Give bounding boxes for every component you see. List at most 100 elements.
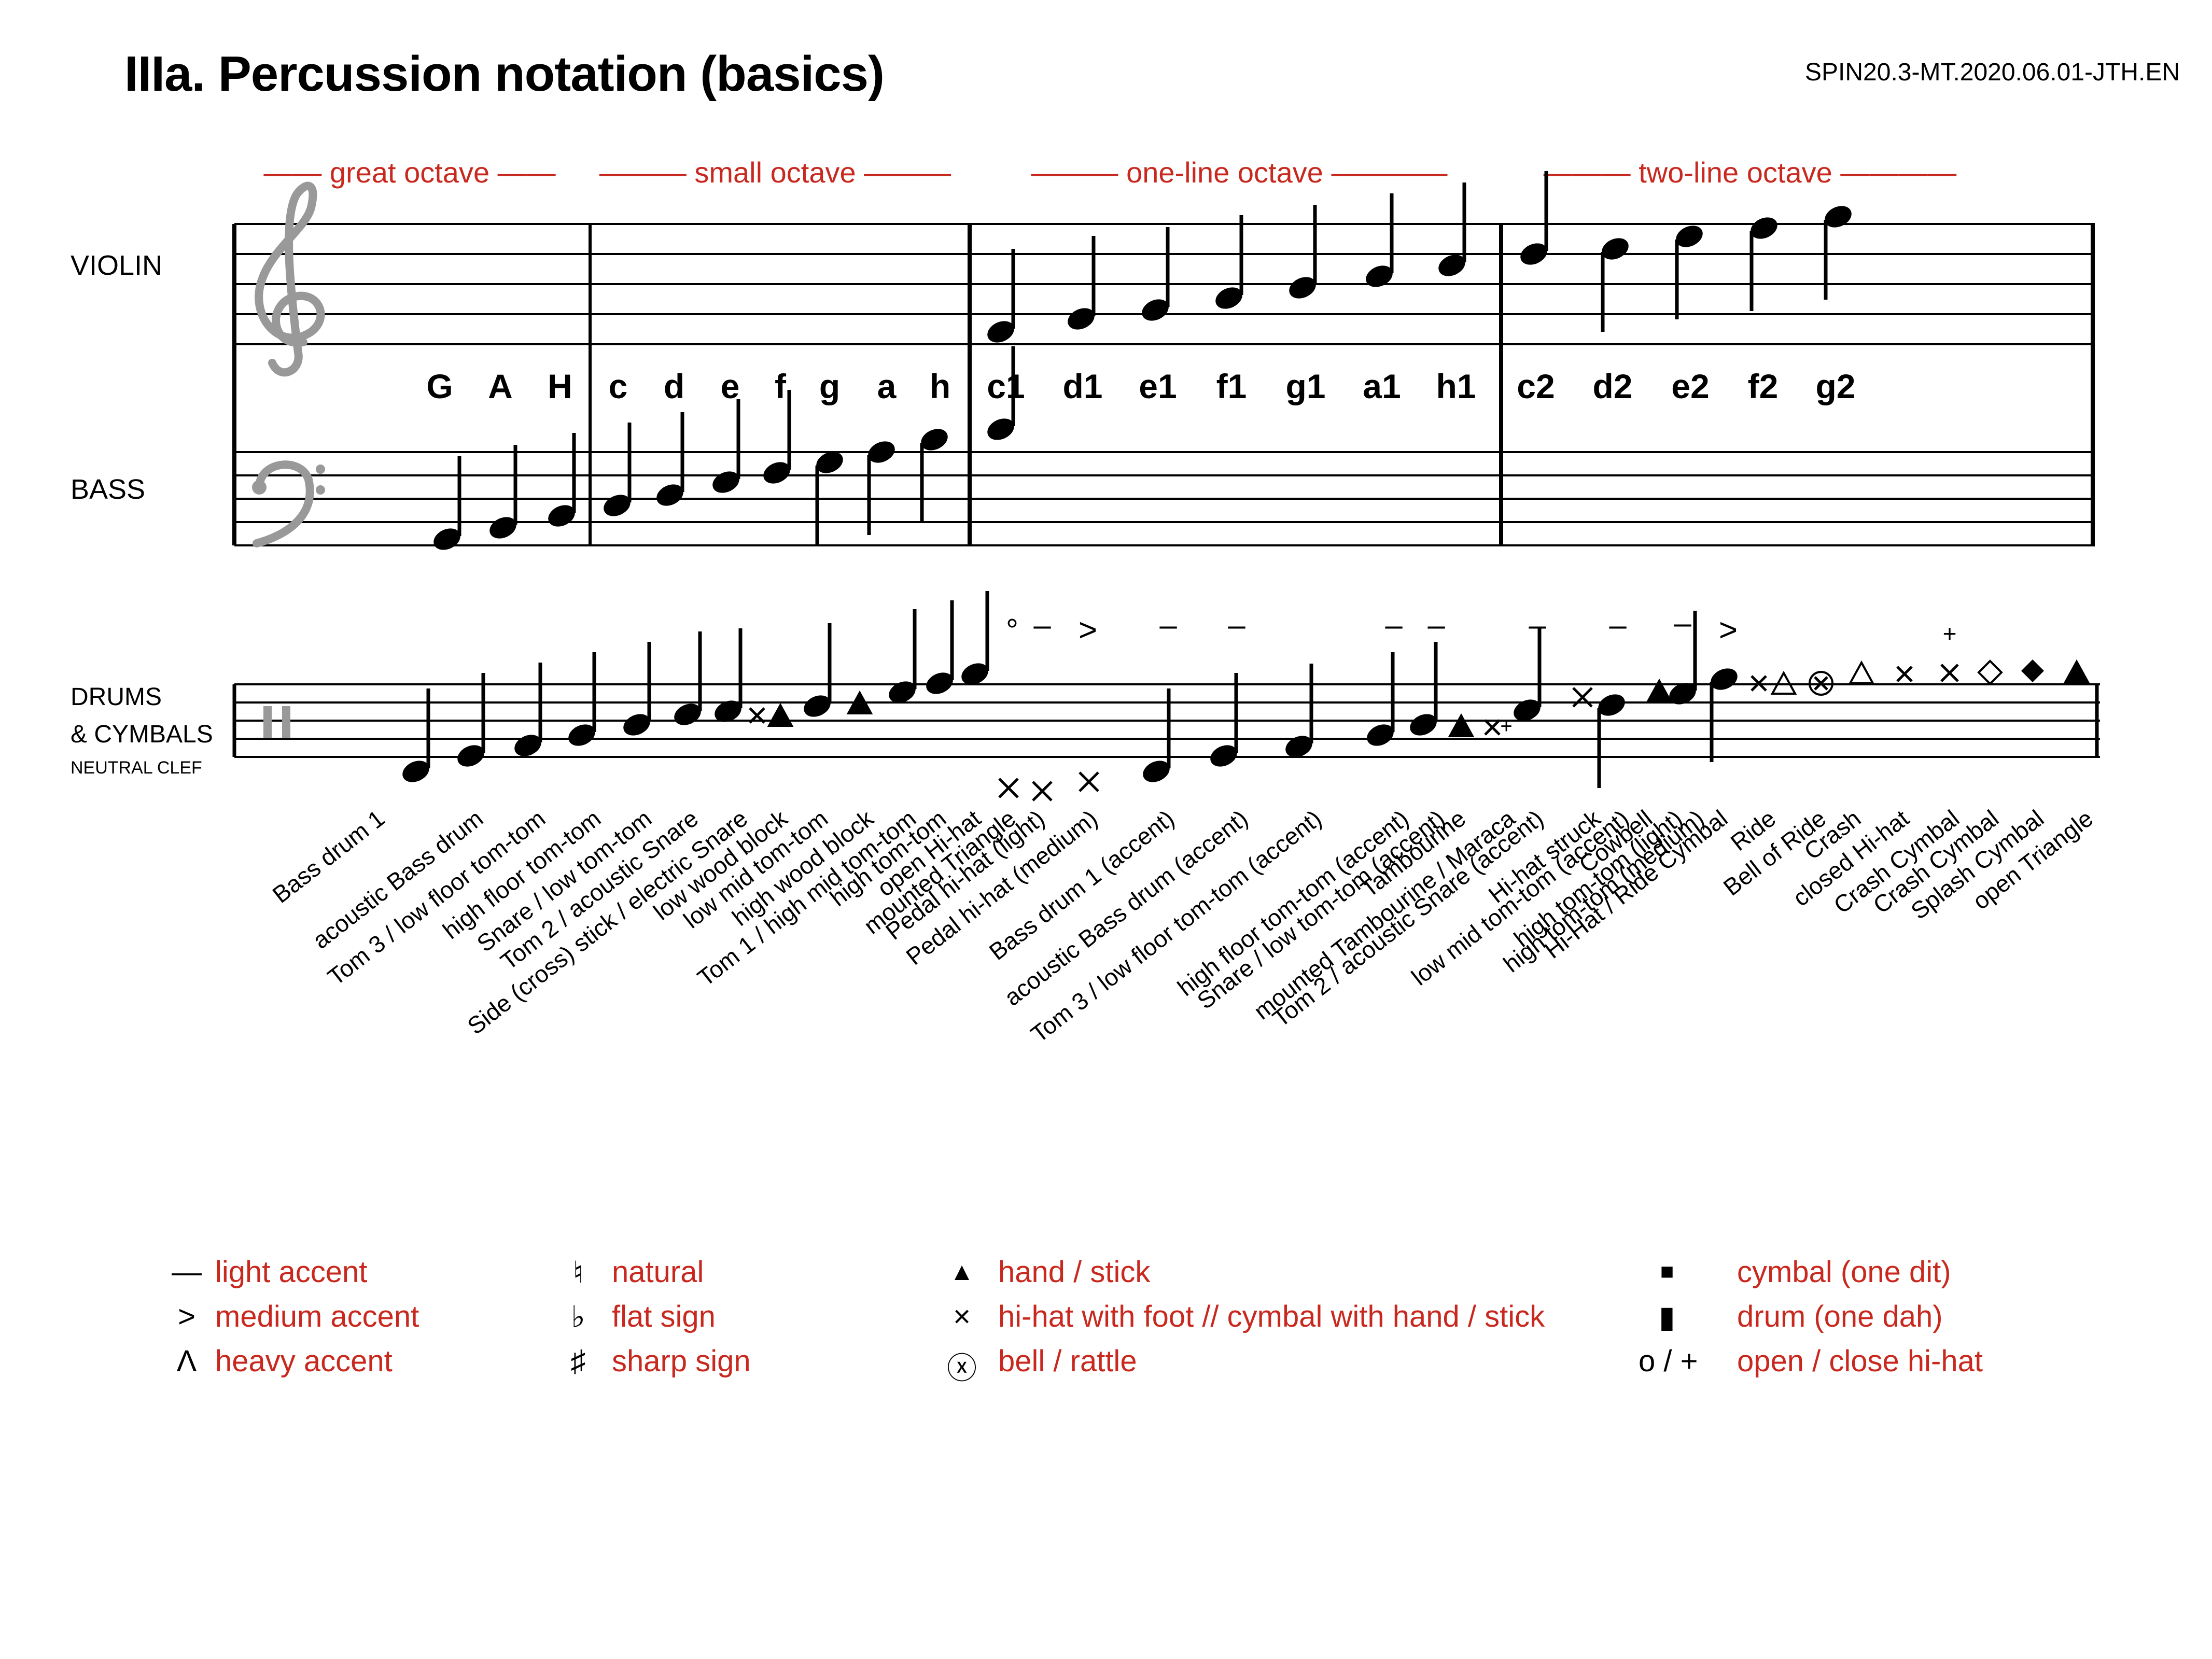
note-name: c2: [1517, 367, 1555, 405]
note-head: [1143, 761, 1170, 782]
triangle-note-icon: [1848, 660, 1875, 684]
triangle-note-icon: [1770, 670, 1797, 695]
cross-note-icon: ×: [953, 1300, 971, 1333]
note-head: [1598, 694, 1625, 716]
note-name: e: [721, 367, 740, 405]
articulation-mark: –: [1385, 608, 1403, 642]
note-head: [1676, 226, 1703, 247]
note-name: c: [609, 367, 628, 405]
legend-label: hi-hat with foot // cymbal with hand / s…: [998, 1300, 1545, 1333]
note-head: [987, 418, 1014, 440]
cross-note-icon: [998, 778, 1019, 798]
note-head: [1410, 714, 1437, 736]
triangle-note-icon: [2063, 659, 2090, 683]
note-head: [674, 704, 701, 725]
note-head: [1825, 206, 1852, 228]
note-name: d: [664, 367, 684, 405]
cross-note-icon: [1896, 666, 1913, 682]
bar-icon: ▮: [1659, 1300, 1675, 1334]
note-name: h: [930, 367, 950, 405]
note-head: [1669, 683, 1696, 705]
note-name: H: [548, 367, 572, 405]
legend-item-heavy-accent: Λ heavy accent: [171, 1344, 393, 1379]
note-name: a: [877, 367, 897, 405]
triangle-note-icon: [1646, 678, 1673, 702]
diamond-note-icon: [2021, 659, 2044, 682]
note-head: [763, 462, 790, 484]
cross-note-icon: [1814, 676, 1828, 691]
circled-cross-icon: ⓧ: [946, 1352, 977, 1385]
note-head: [1438, 255, 1465, 276]
articulation-mark: +: [1500, 715, 1512, 738]
cross-note-icon: [1079, 771, 1099, 792]
neutral-clef-label: NEUTRAL CLEF: [71, 758, 202, 778]
legend-label: sharp sign: [612, 1344, 751, 1378]
treble-clef-icon: [255, 181, 325, 377]
percussion-notes: ++° – > – – – – – – – >: [402, 591, 2090, 802]
legend-item-medium-accent: > medium accent: [171, 1299, 419, 1334]
triangle-note-icon: ▲: [949, 1258, 974, 1286]
note-head: [715, 700, 741, 722]
legend-item-hand-stick: ▲ hand / stick: [946, 1255, 1150, 1289]
note-head: [1215, 287, 1242, 309]
note-name: c1: [987, 367, 1025, 405]
note-head: [402, 761, 429, 782]
light-accent-icon: —: [172, 1255, 202, 1289]
bass-label: BASS: [71, 474, 145, 505]
legend-item-bell-rattle: ⓧ bell / rattle: [946, 1344, 1137, 1385]
articulation-mark: –: [1033, 608, 1051, 642]
note-name: G: [426, 367, 453, 405]
grand-staff-barlines: [232, 224, 2095, 545]
note-head: [1711, 668, 1738, 690]
articulation-mark: –: [1674, 606, 1691, 640]
drums-label: DRUMS: [71, 683, 162, 711]
legend-label: light accent: [215, 1255, 368, 1289]
percussion-barlines: [232, 684, 2099, 757]
legend-label: natural: [612, 1255, 704, 1289]
note-name: d1: [1062, 367, 1102, 405]
legend-item-hihat-cymbal: × hi-hat with foot // cymbal with hand /…: [946, 1299, 1545, 1334]
cross-note-icon: [1572, 687, 1593, 708]
treble-staff: [234, 223, 2095, 345]
articulation-mark: –: [1228, 608, 1245, 642]
note-head: [457, 745, 484, 767]
note-head: [1210, 745, 1237, 767]
legend-label: drum (one dah): [1737, 1300, 1943, 1333]
cross-note-icon: [749, 707, 765, 724]
legend-item-light-accent: — light accent: [171, 1255, 367, 1289]
cross-note-icon: [1751, 675, 1767, 692]
legend-item-drum-dah: ▮ drum (one dah): [1639, 1299, 1943, 1334]
circled-cross-icon: [1809, 671, 1833, 696]
grand-staff-notes: [425, 171, 1852, 550]
medium-accent-icon: >: [178, 1300, 195, 1333]
heavy-accent-icon: Λ: [176, 1344, 197, 1378]
sharp-icon: ♯: [570, 1344, 586, 1378]
note-head: [1289, 277, 1316, 299]
note-head: [1514, 699, 1541, 721]
diamond-note-icon: [1977, 659, 2003, 685]
legend-label: open / close hi-hat: [1737, 1344, 1983, 1378]
legend-label: bell / rattle: [998, 1344, 1137, 1378]
legend-label: hand / stick: [998, 1255, 1151, 1289]
articulation-mark: >: [1079, 612, 1097, 648]
cross-note-icon: [1484, 719, 1501, 736]
legend-label: flat sign: [612, 1300, 716, 1333]
cross-note-icon: [1032, 781, 1053, 802]
note-head: [1285, 736, 1312, 757]
bass-clef-icon: [252, 460, 325, 547]
note-name: g1: [1285, 367, 1325, 405]
bass-staff: [234, 451, 2095, 546]
note-head: [489, 517, 516, 539]
note-head: [961, 663, 988, 685]
triangle-note-icon: [767, 702, 794, 727]
note-head: [656, 484, 683, 506]
articulation-mark: –: [1159, 608, 1177, 642]
octave-label-two-line: ——— two-line octave ————: [1544, 156, 1957, 189]
cymbals-label: & CYMBALS: [71, 721, 213, 748]
cross-note-icon: [1940, 664, 1959, 682]
articulation-mark: °: [1006, 613, 1018, 648]
articulation-mark: –: [1609, 608, 1627, 642]
page-title: IIIa. Percussion notation (basics): [124, 46, 885, 102]
note-name: f: [775, 367, 787, 405]
